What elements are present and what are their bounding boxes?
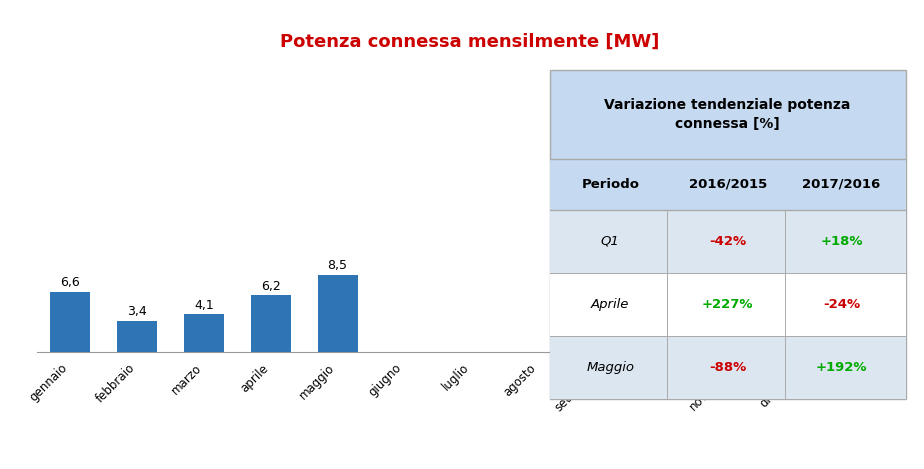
Bar <box>184 315 224 352</box>
Text: 6,2: 6,2 <box>261 280 281 293</box>
Text: Q1: Q1 <box>601 235 620 248</box>
Text: Potenza connessa mensilmente [MW]: Potenza connessa mensilmente [MW] <box>280 33 660 51</box>
Text: +18%: +18% <box>821 235 863 248</box>
Bar <box>550 210 906 273</box>
Bar <box>550 336 906 399</box>
Bar <box>550 273 906 336</box>
Text: Variazione tendenziale potenza
connessa [%]: Variazione tendenziale potenza connessa … <box>604 98 851 131</box>
Text: Maggio: Maggio <box>586 361 634 374</box>
Text: Aprile: Aprile <box>591 298 629 311</box>
Bar <box>50 292 91 352</box>
Text: +192%: +192% <box>816 361 868 374</box>
Text: 2016/2015: 2016/2015 <box>688 178 767 191</box>
Text: 28,9: 28,9 <box>858 74 886 86</box>
Text: 8,5: 8,5 <box>328 259 347 272</box>
Text: -24%: -24% <box>823 298 860 311</box>
Bar <box>250 295 291 352</box>
Text: 2017/2016: 2017/2016 <box>802 178 881 191</box>
Bar <box>852 89 893 352</box>
Text: -88%: -88% <box>709 361 747 374</box>
Text: +227%: +227% <box>702 298 753 311</box>
Text: Periodo: Periodo <box>581 178 639 191</box>
Bar <box>117 321 157 352</box>
Text: -42%: -42% <box>709 235 747 248</box>
Text: 3,4: 3,4 <box>128 305 147 318</box>
Bar <box>318 274 358 352</box>
Text: 4,1: 4,1 <box>194 299 213 312</box>
Bar <box>550 159 906 210</box>
Text: 6,6: 6,6 <box>60 276 80 289</box>
